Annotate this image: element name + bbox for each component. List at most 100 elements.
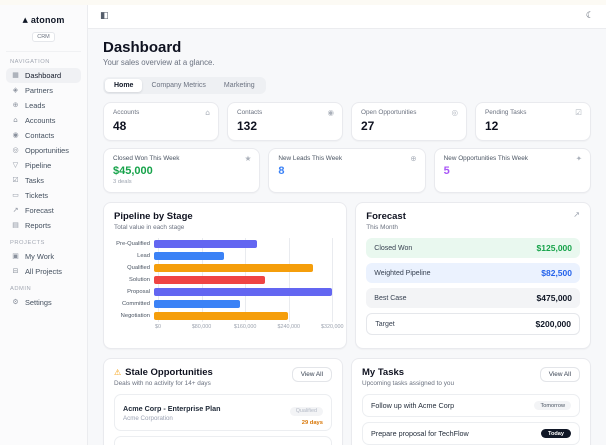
sidebar-item-label: Forecast — [25, 206, 54, 215]
stale-opportunities-list: Acme Corp - Enterprise Plan Acme Corporat… — [114, 394, 332, 445]
page-subtitle: Your sales overview at a glance. — [103, 58, 215, 67]
stat-card-accounts: Accounts 48 ⌂ — [103, 102, 219, 141]
chart-category-label: Proposal — [127, 289, 150, 295]
sidebar-item-partners[interactable]: ◈ Partners — [6, 83, 81, 98]
tasks-view-all-button[interactable]: View All — [539, 367, 580, 382]
stale-opportunities-card: ⚠ Stale Opportunities Deals with no activ… — [103, 358, 343, 445]
highlight-label: New Leads This Week — [278, 155, 343, 162]
sparkles-icon: ✦ — [575, 154, 582, 163]
sidebar-item-label: Contacts — [25, 131, 55, 140]
theme-toggle-icon[interactable]: ☾ — [585, 11, 594, 21]
sidebar-item-forecast[interactable]: ↗ Forecast — [6, 203, 81, 218]
sidebar-item-dashboard[interactable]: ▦ Dashboard — [6, 68, 81, 83]
opportunity-item-acme-corp-enterprise-plan[interactable]: Acme Corp - Enterprise Plan Acme Corporat… — [114, 394, 332, 431]
target-icon: ◎ — [12, 146, 19, 154]
forecast-row-value: $200,000 — [535, 319, 571, 329]
sidebar-item-leads[interactable]: ⊕ Leads — [6, 98, 81, 113]
sidebar-item-label: Dashboard — [25, 71, 62, 80]
sidebar-item-label: Tasks — [25, 176, 44, 185]
sidebar-item-tasks[interactable]: ☑ Tasks — [6, 173, 81, 188]
tab-company-metrics[interactable]: Company Metrics — [151, 82, 206, 89]
stale-view-all-button[interactable]: View All — [291, 367, 332, 382]
stat-card-pending-tasks: Pending Tasks 12 ☑ — [475, 102, 591, 141]
task-item-follow-up-with-acme-corp[interactable]: Follow up with Acme Corp Tomorrow — [362, 394, 580, 417]
forecast-card-title: Forecast — [366, 211, 406, 222]
sidebar-item-reports[interactable]: ▤ Reports — [6, 218, 81, 233]
nav-section-label: Projects — [10, 240, 45, 246]
sidebar-item-my-work[interactable]: ▣ My Work — [6, 249, 81, 264]
pipeline-card-title: Pipeline by Stage — [114, 211, 193, 222]
gridline — [288, 238, 290, 322]
forecast-row-value: $125,000 — [536, 243, 572, 253]
highlight-card-new-opportunities-this-week: New Opportunities This Week 5 ✦ — [433, 148, 591, 193]
sidebar-item-label: Pipeline — [25, 161, 52, 170]
sidebar-item-label: Accounts — [25, 116, 56, 125]
main-area: ◧ ☾ Dashboard Your sales overview at a g… — [88, 5, 606, 445]
forecast-row-best-case: Best Case $475,000 — [366, 288, 580, 308]
forecast-row-label: Weighted Pipeline — [374, 269, 431, 277]
stat-value: 132 — [237, 119, 258, 133]
bottom-row: ⚠ Stale Opportunities Deals with no activ… — [103, 358, 591, 445]
sidebar-item-label: Partners — [25, 86, 53, 95]
handshake-icon: ◈ — [12, 86, 19, 94]
highlight-value: 5 — [443, 165, 450, 177]
x-tick-label: $320,000 — [321, 324, 344, 330]
tasks-card-subtitle: Upcoming tasks assigned to you — [362, 380, 455, 387]
logo-text: atonom — [30, 15, 65, 25]
folder-icon: ⊟ — [12, 267, 19, 275]
chart-plot — [154, 287, 333, 297]
chart-plot — [154, 251, 332, 261]
sidebar-item-all-projects[interactable]: ⊟ All Projects — [6, 264, 81, 279]
task-item-prepare-proposal-for-techflow[interactable]: Prepare proposal for TechFlow Today — [362, 422, 580, 445]
chart-bar-lead — [154, 251, 224, 261]
gridline — [332, 238, 334, 322]
file-icon: ▤ — [12, 221, 19, 229]
chart-row: Solution — [114, 274, 336, 286]
task-name: Prepare proposal for TechFlow — [371, 429, 469, 438]
stale-days: 29 days — [301, 420, 323, 426]
sidebar-toggle-icon[interactable]: ◧ — [100, 11, 109, 21]
logo-icon: ▲ — [22, 15, 28, 24]
forecast-card-header: Forecast This Month ↗ — [366, 210, 580, 232]
building-icon: ⌂ — [13, 116, 18, 124]
dashboard-tabs: Home Company Metrics Marketing — [103, 77, 266, 94]
stat-value: 48 — [113, 119, 127, 133]
sidebar-item-accounts[interactable]: ⌂ Accounts — [6, 113, 81, 128]
chart-x-axis: $0 $80,000 $160,000 $240,000 $320,000 — [155, 322, 344, 333]
sidebar-item-opportunities[interactable]: ◎ Opportunities — [6, 143, 81, 158]
sidebar-nav: Navigation ▦ Dashboard ◈ Partners ⊕ Leads ⌂ Acco… — [6, 59, 81, 310]
logo-crm-badge: CRM — [32, 32, 55, 42]
page-title: Dashboard — [103, 39, 182, 56]
sidebar-item-tickets[interactable]: ▭ Tickets — [6, 188, 81, 203]
users-icon: ◉ — [327, 108, 334, 117]
users-icon: ◉ — [12, 131, 19, 139]
briefcase-icon: ▣ — [12, 252, 19, 260]
sidebar-item-contacts[interactable]: ◉ Contacts — [6, 128, 81, 143]
sidebar-item-settings[interactable]: ⚙ Settings — [6, 295, 81, 310]
stat-card-open-opportunities: Open Opportunities 27 ◎ — [351, 102, 467, 141]
opportunity-item-techflow-platform-license[interactable]: TechFlow - Platform LicenseTechFlow Solu… — [114, 436, 332, 445]
trending-up-icon: ↗ — [573, 210, 580, 219]
stat-label: Pending Tasks — [485, 109, 527, 116]
stale-card-header: ⚠ Stale Opportunities Deals with no activ… — [114, 367, 332, 387]
chart-category-label: Solution — [129, 277, 150, 283]
stat-label: Open Opportunities — [361, 109, 417, 116]
tasks-card-title: My Tasks — [362, 367, 405, 378]
task-name: Follow up with Acme Corp — [371, 401, 455, 410]
tab-marketing[interactable]: Marketing — [223, 82, 255, 89]
stat-card-contacts: Contacts 132 ◉ — [227, 102, 343, 141]
logo: ▲ atonom CRM — [6, 12, 81, 52]
sidebar: ▲ atonom CRM Navigation ▦ Dashboard ◈ Partne… — [0, 5, 88, 445]
sidebar-item-pipeline[interactable]: ▽ Pipeline — [6, 158, 81, 173]
chart-bar-committed — [154, 299, 241, 309]
forecast-rows: Closed Won $125,000 Weighted Pipeline $82,5… — [366, 238, 580, 335]
task-due-badge: Today — [540, 429, 571, 438]
highlight-card-new-leads-this-week: New Leads This Week 8 ⊕ — [268, 148, 426, 193]
x-tick-label: $160,000 — [233, 324, 257, 330]
chart-row: Proposal — [114, 286, 336, 298]
chart-plot — [154, 263, 332, 273]
body-row: ▲ atonom CRM Navigation ▦ Dashboard ◈ Partne… — [0, 5, 606, 445]
tab-home[interactable]: Home — [105, 79, 143, 92]
stage-badge: Qualified — [289, 406, 323, 416]
